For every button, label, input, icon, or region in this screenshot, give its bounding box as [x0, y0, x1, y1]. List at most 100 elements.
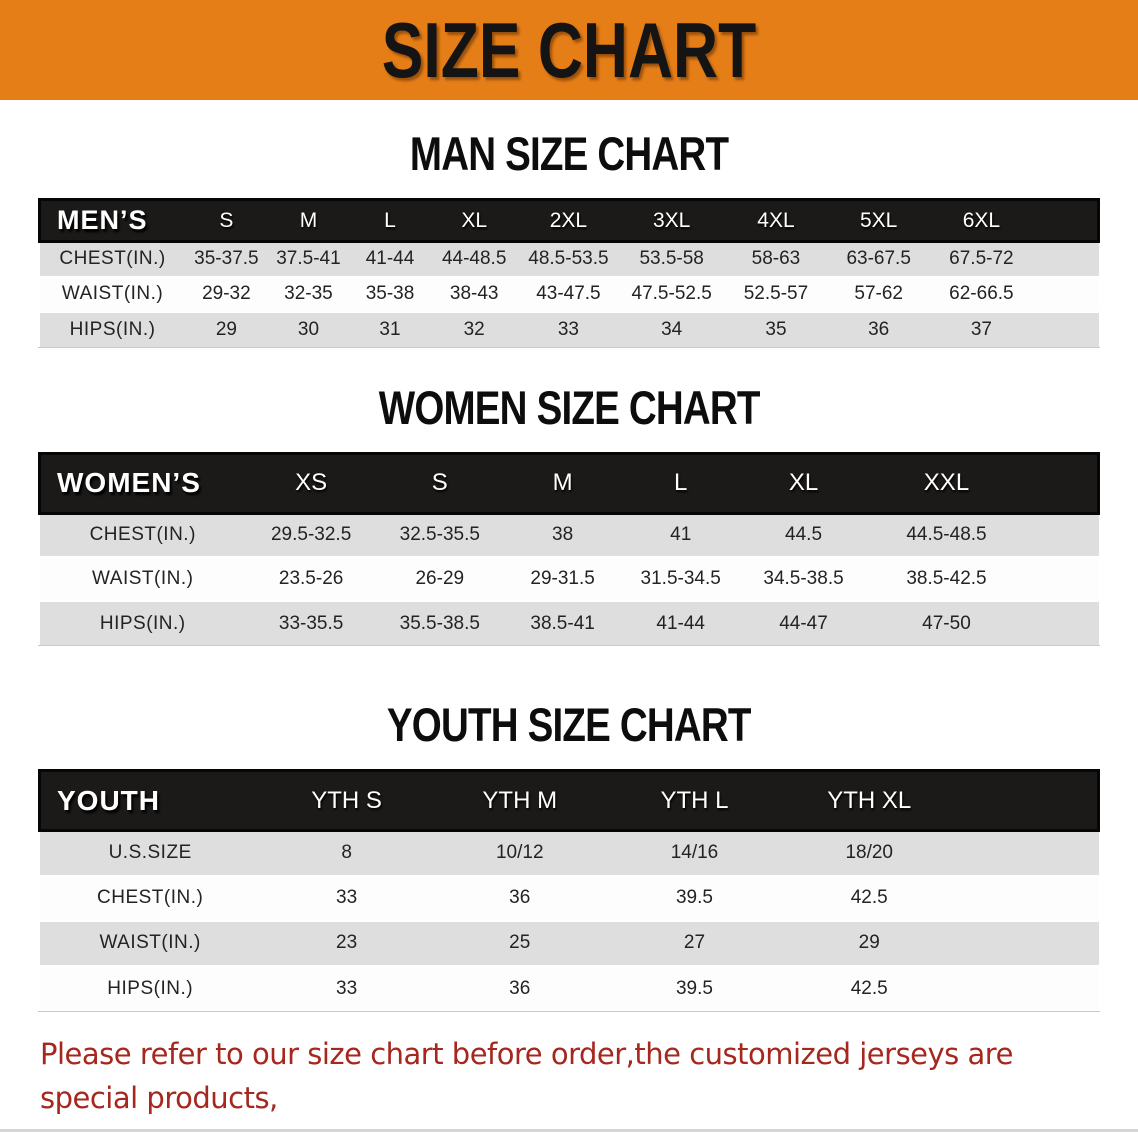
row-filler — [956, 875, 1099, 921]
row-filler — [1025, 513, 1099, 557]
cell: 14/16 — [607, 830, 782, 876]
cell: 34.5-38.5 — [739, 557, 868, 601]
footer-disclaimer: Please refer to our size chart before or… — [40, 1032, 1098, 1132]
cell: 29 — [185, 311, 268, 347]
cell: 67.5-72 — [930, 241, 1033, 277]
cell: 33-35.5 — [246, 601, 377, 645]
men-col-header: XL — [430, 198, 519, 243]
men-size-table-wrap: MEN’S S M L XL 2XL 3XL 4XL 5XL 6XL CHEST(IN.) 35-37… — [37, 198, 1100, 348]
header-filler — [1025, 451, 1101, 515]
row-label: CHEST(IN.) — [39, 241, 186, 277]
cell: 39.5 — [607, 875, 782, 921]
cell: 8 — [260, 830, 433, 876]
men-col-header: 4XL — [724, 198, 828, 243]
cell: 38.5-42.5 — [867, 557, 1026, 601]
cell: 32 — [430, 311, 519, 347]
women-section-title: WOMEN SIZE CHART — [0, 381, 1138, 435]
cell: 41 — [621, 513, 740, 557]
women-section-title-text: WOMEN SIZE CHART — [378, 380, 761, 434]
cell: 33 — [260, 875, 433, 921]
men-col-header: M — [267, 198, 350, 243]
cell: 44.5-48.5 — [867, 513, 1026, 557]
cell: 44-47 — [739, 601, 868, 645]
youth-table-row: WAIST(IN.) 23 25 27 29 — [39, 920, 1099, 966]
cell: 37 — [930, 311, 1033, 347]
row-filler — [1032, 311, 1099, 347]
youth-header-row: YOUTH YTH S YTH M YTH L YTH XL — [37, 769, 1100, 832]
cell: 31.5-34.5 — [621, 557, 740, 601]
cell: 53.5-58 — [618, 241, 725, 277]
women-size-table: WOMEN’S XS S M L XL XXL CHEST(IN.) 29.5-32.5 32.5… — [38, 451, 1101, 645]
footer-disclaimer-line1: Please refer to our size chart before or… — [40, 1036, 1013, 1115]
women-table-row: WAIST(IN.) 23.5-26 26-29 29-31.5 31.5-34.5 34… — [39, 557, 1099, 601]
cell: 23 — [260, 920, 433, 966]
youth-col-header: YTH M — [432, 769, 608, 832]
cell: 18/20 — [781, 830, 957, 876]
row-label: CHEST(IN.) — [39, 875, 261, 921]
men-col-header: 3XL — [618, 198, 725, 243]
cell: 37.5-41 — [267, 241, 350, 277]
cell: 41-44 — [621, 601, 740, 645]
banner-title: SIZE CHART — [381, 5, 757, 94]
cell: 27 — [607, 920, 782, 966]
row-label: HIPS(IN.) — [39, 965, 261, 1011]
youth-header-label: YOUTH — [37, 769, 261, 832]
cell: 63-67.5 — [827, 241, 931, 277]
cell: 36 — [827, 311, 931, 347]
cell: 44-48.5 — [430, 241, 519, 277]
cell: 58-63 — [724, 241, 828, 277]
header-filler — [956, 769, 1100, 832]
women-table-row: CHEST(IN.) 29.5-32.5 32.5-35.5 38 41 44.5 44.5… — [39, 513, 1099, 557]
row-filler — [1032, 276, 1099, 312]
men-table-row: WAIST(IN.) 29-32 32-35 35-38 38-43 43-47.5 47.… — [39, 276, 1099, 312]
size-chart-banner: SIZE CHART — [0, 0, 1138, 100]
men-size-table: MEN’S S M L XL 2XL 3XL 4XL 5XL 6XL CHEST(IN.) 35-37… — [37, 198, 1100, 347]
cell: 35.5-38.5 — [376, 601, 504, 645]
cell: 35 — [724, 311, 828, 347]
cell: 30 — [267, 311, 350, 347]
row-filler — [956, 965, 1099, 1011]
youth-col-header: YTH L — [607, 769, 782, 832]
youth-col-header: YTH S — [260, 769, 433, 832]
men-table-row: CHEST(IN.) 35-37.5 37.5-41 41-44 44-48.5 48.5… — [39, 241, 1099, 277]
row-filler — [1032, 241, 1099, 277]
cell: 29-32 — [185, 276, 268, 312]
men-col-header: 6XL — [930, 198, 1033, 243]
cell: 33 — [260, 965, 433, 1011]
women-col-header: S — [376, 451, 504, 515]
cell: 52.5-57 — [724, 276, 828, 312]
cell: 33 — [518, 311, 619, 347]
cell: 62-66.5 — [930, 276, 1033, 312]
footer-disclaimer-line2: we don't accept cancel, change, teturn o… — [40, 1120, 1098, 1132]
youth-table-row: CHEST(IN.) 33 36 39.5 42.5 — [39, 875, 1099, 921]
row-label: U.S.SIZE — [39, 830, 261, 876]
man-section-title: MAN SIZE CHART — [0, 127, 1138, 181]
header-filler — [1032, 198, 1100, 243]
cell: 44.5 — [739, 513, 868, 557]
women-col-header: XL — [739, 451, 868, 515]
row-filler — [1025, 601, 1099, 645]
men-table-row: HIPS(IN.) 29 30 31 32 33 34 35 36 37 — [39, 311, 1099, 347]
youth-section-title-text: YOUTH SIZE CHART — [387, 698, 752, 751]
women-table-row: HIPS(IN.) 33-35.5 35.5-38.5 38.5-41 41-44 44-… — [39, 601, 1099, 645]
cell: 29 — [781, 920, 957, 966]
row-label: HIPS(IN.) — [39, 311, 186, 347]
cell: 35-37.5 — [185, 241, 268, 277]
row-label: WAIST(IN.) — [39, 920, 261, 966]
cell: 47.5-52.5 — [618, 276, 725, 312]
women-col-header: M — [503, 451, 622, 515]
cell: 31 — [349, 311, 431, 347]
row-filler — [956, 830, 1099, 876]
row-label: HIPS(IN.) — [39, 601, 246, 645]
cell: 39.5 — [607, 965, 782, 1011]
cell: 35-38 — [349, 276, 431, 312]
youth-size-table: YOUTH YTH S YTH M YTH L YTH XL U.S.SIZE 8 10/12… — [37, 769, 1100, 1011]
cell: 36 — [432, 965, 608, 1011]
women-size-table-wrap: WOMEN’S XS S M L XL XXL CHEST(IN.) 29.5-32.5 32.5… — [38, 451, 1101, 646]
youth-col-header: YTH XL — [781, 769, 957, 832]
men-header-label: MEN’S — [37, 198, 186, 243]
men-col-header: L — [349, 198, 431, 243]
cell: 38-43 — [430, 276, 519, 312]
cell: 43-47.5 — [518, 276, 619, 312]
